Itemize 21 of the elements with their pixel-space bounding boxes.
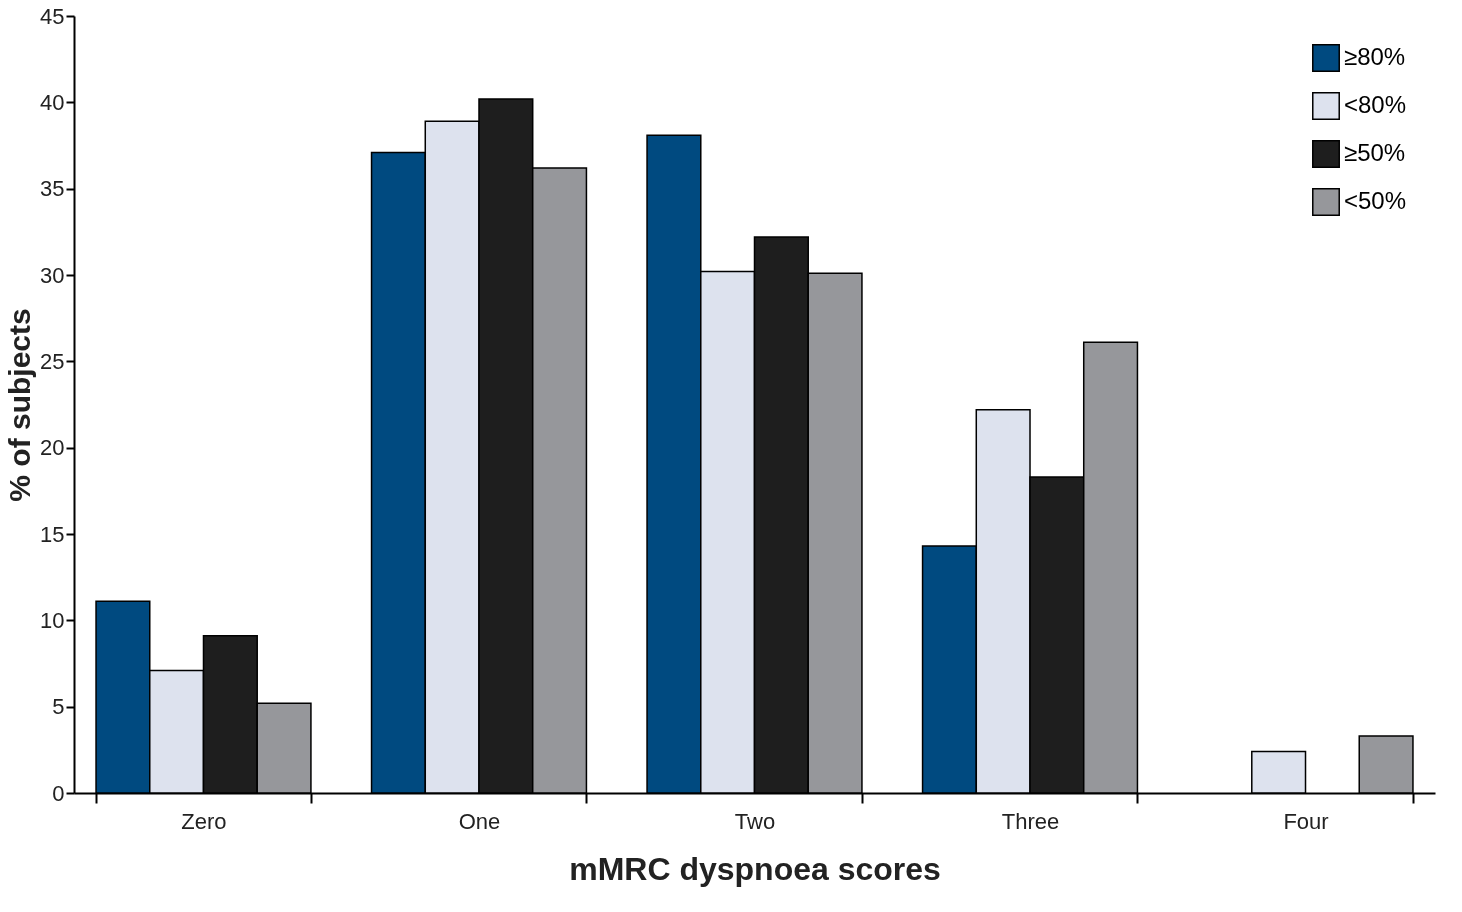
y-tick-label: 35 <box>40 176 65 202</box>
legend-label: <50% <box>1344 187 1407 214</box>
y-tick-label: 30 <box>40 262 65 288</box>
y-axis-title: % of subjects <box>3 308 37 502</box>
x-tick-label: One <box>458 808 501 834</box>
y-tick-label: 40 <box>40 89 65 115</box>
y-tick-label: 45 <box>40 3 65 29</box>
legend-label: <80% <box>1344 91 1407 118</box>
y-tick-label: 15 <box>40 521 65 547</box>
x-tick-label: Two <box>734 808 776 834</box>
y-tick-label: 25 <box>40 348 65 374</box>
y-tick-label: 20 <box>40 435 65 461</box>
legend-label: ≥50% <box>1344 139 1406 166</box>
y-tick-label: 0 <box>52 780 65 806</box>
y-tick-label: 5 <box>52 694 65 720</box>
x-axis-title: mMRC dyspnoea scores <box>569 850 941 887</box>
x-tick-label: Zero <box>181 808 227 834</box>
y-tick-label: 10 <box>40 607 65 633</box>
x-tick-label: Three <box>1001 808 1060 834</box>
x-tick-label: Four <box>1283 808 1329 834</box>
legend-label: ≥80% <box>1344 43 1406 70</box>
